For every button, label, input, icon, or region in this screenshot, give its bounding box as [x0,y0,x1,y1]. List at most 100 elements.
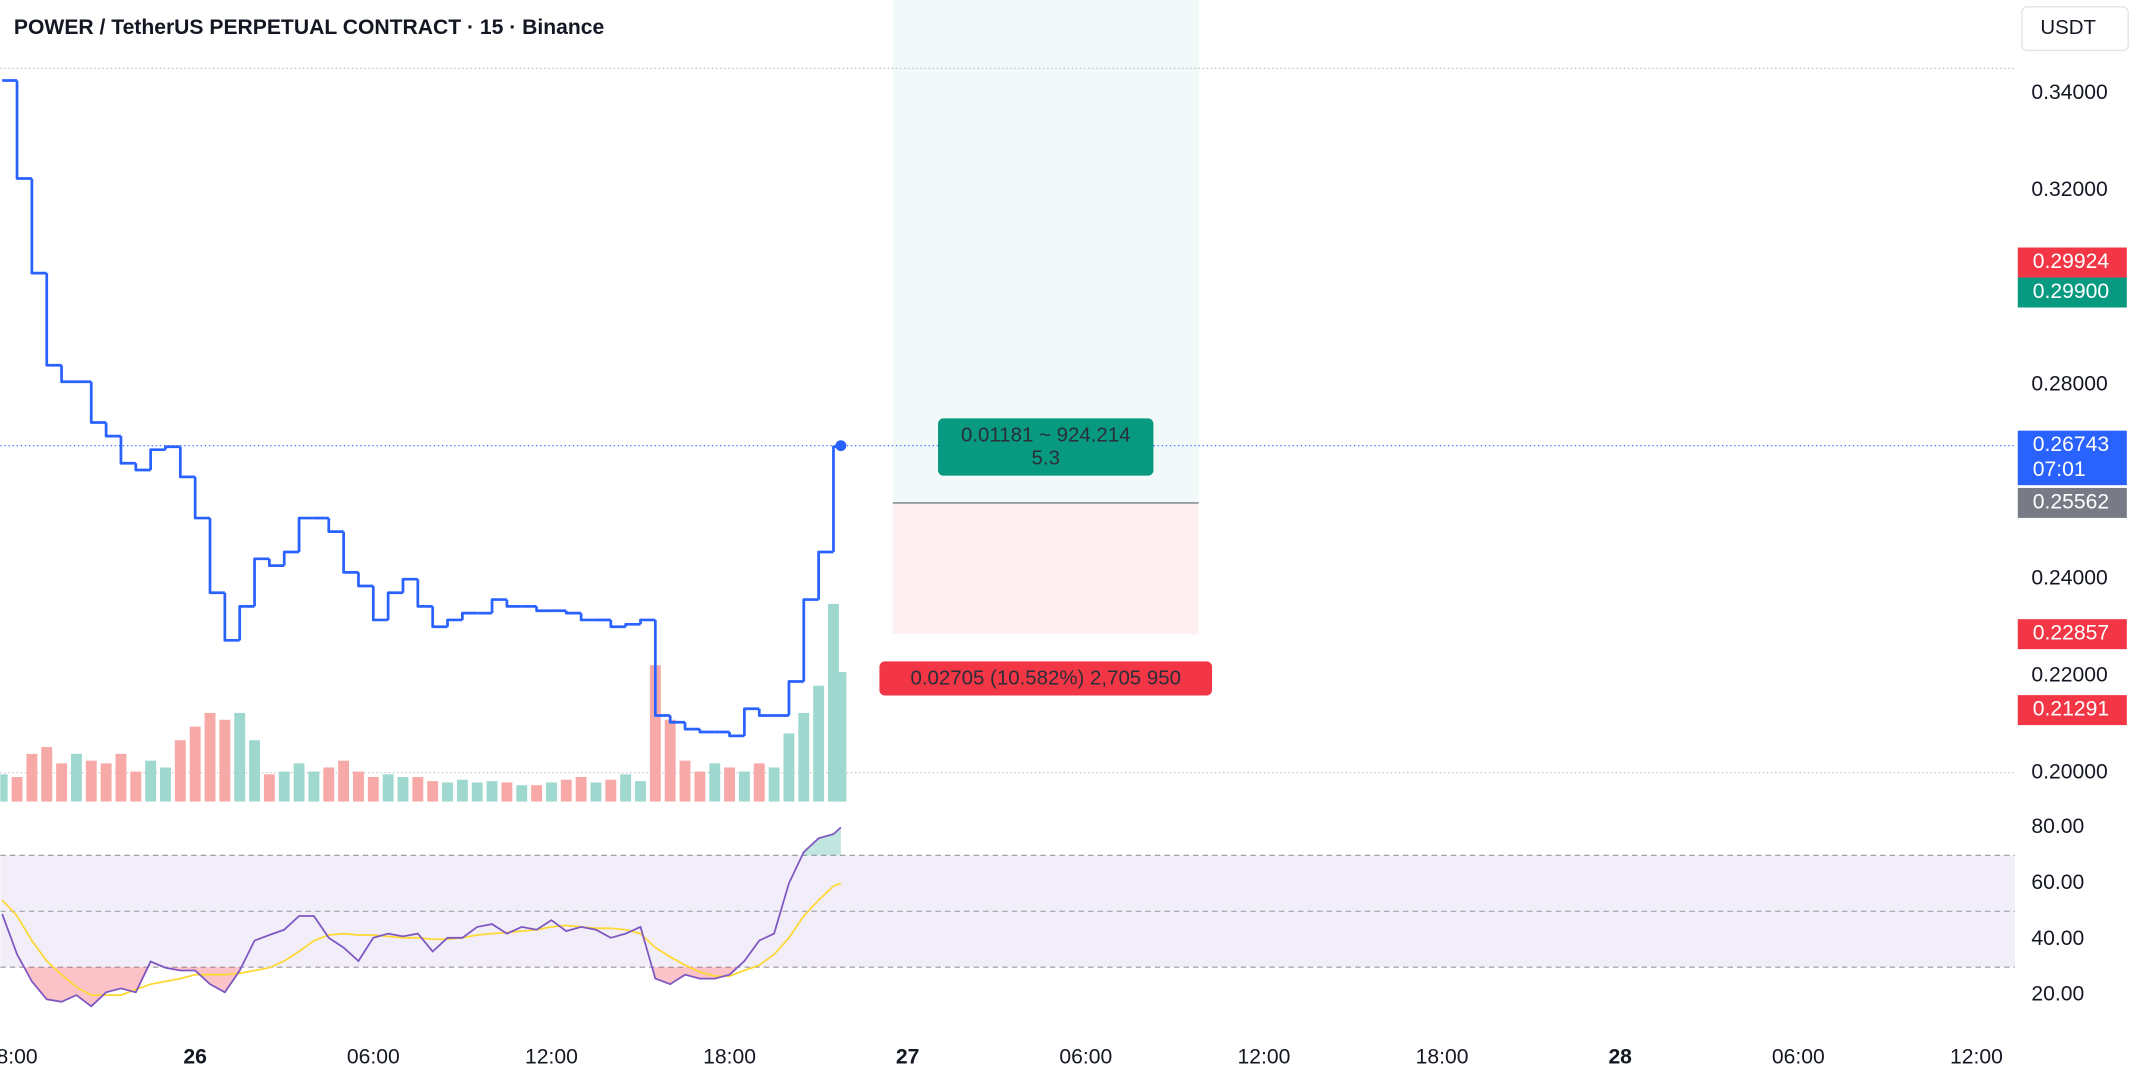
volume-bar [471,782,483,802]
price-step [134,463,151,472]
x-tick-label: 12:00 [525,1045,578,1068]
price-tag-label: 0.22857 [2033,622,2109,645]
volume-bar [382,774,394,802]
rsi-oversold-fill [2,967,841,1007]
volume-bar [427,781,439,802]
price-tag [2017,695,2127,726]
volume-bar [367,777,379,802]
position-stop-label: 0.02705 (10.582%) 2,705 950 [911,667,1181,690]
rsi-tick-label: 20.00 [2031,983,2084,1006]
price-step [45,273,62,367]
price-step [653,619,671,717]
price-step [119,436,136,465]
volume-bar [145,760,157,802]
volume-bar [620,774,632,802]
volume-bar [560,779,572,802]
price-step [386,591,403,620]
volume-bar [768,767,780,802]
volume-bar [100,763,112,802]
volume-bar [130,771,142,802]
price-tag-countdown: 07:01 [2033,458,2086,481]
price-step [60,365,77,384]
x-tick-label: 8:00 [0,1045,38,1068]
price-step [253,557,270,607]
position-target-label: 0.01181 ~ 924.214 [961,424,1131,447]
volume-bar [649,665,661,802]
price-step [268,558,285,567]
x-tick-label: 18:00 [703,1045,756,1068]
x-tick-label: 18:00 [1416,1045,1469,1068]
volume-bar [783,733,795,802]
price-step [401,577,418,593]
x-tick-label: 06:00 [347,1045,400,1068]
price-step [490,598,507,614]
volume-bar [605,779,617,802]
volume-bar [456,779,468,802]
last-price-dot [835,440,847,452]
price-step [460,611,478,620]
price-step [178,446,196,479]
x-tick-label: 06:00 [1059,1045,1112,1068]
price-step [757,708,775,717]
volume-bar [263,774,275,802]
volume-bar [41,747,53,802]
price-step [609,619,626,629]
rsi-overbought-fill [802,827,841,856]
currency-button[interactable] [2021,6,2129,52]
y-tick-label: 0.24000 [2031,566,2107,589]
x-tick-label: 12:00 [1950,1045,2003,1068]
volume-bar [56,763,68,802]
volume-bar [85,760,97,802]
volume-bar [11,777,23,802]
volume-bar [694,771,706,802]
price-step [149,448,166,471]
rsi-tick-label: 80.00 [2031,815,2084,838]
volume-bar [531,785,543,802]
price-step [802,598,819,682]
volume-bar [412,777,424,802]
y-tick-label: 0.22000 [2031,663,2107,686]
volume-bar [828,603,839,802]
price-step [193,476,211,520]
x-tick-label: 12:00 [1238,1045,1291,1068]
price-step [416,579,433,608]
volume-bar [234,712,246,802]
price-step [832,445,841,553]
price-tag-label: 0.29900 [2033,280,2109,303]
rsi-line [1,826,842,1008]
volume-bar [813,685,825,802]
price-step [297,516,314,553]
price-step [535,606,552,613]
volume-bar [709,763,721,802]
rsi-tick-label: 40.00 [2031,927,2084,950]
price-step [30,178,47,275]
volume-bar [835,672,847,802]
position-stop-zone [892,502,1199,635]
price-step [357,572,374,588]
volume-bar [501,782,513,802]
price-step [817,550,834,600]
currency-label[interactable]: USDT [2040,16,2096,39]
price-step [743,707,760,736]
price-step [223,592,240,642]
volume-bar [575,777,587,802]
position-target-ratio: 5.3 [1032,447,1060,470]
y-tick-label: 0.34000 [2031,81,2107,104]
volume-bar [249,740,260,802]
volume-bar [664,719,676,802]
volume-bar [442,782,453,802]
price-step [164,445,181,450]
x-tick-label: 27 [896,1045,919,1068]
volume-bar [26,753,38,802]
position-stop-box [879,661,1213,696]
price-step [624,622,641,627]
volume-bar [724,767,736,802]
volume-bar [174,740,186,802]
volume-bar [516,785,528,802]
price-tag-label: 0.21291 [2033,698,2109,721]
price-step [238,604,255,641]
price-step [505,599,522,608]
price-tag [2017,487,2127,518]
volume-bar [486,781,498,802]
